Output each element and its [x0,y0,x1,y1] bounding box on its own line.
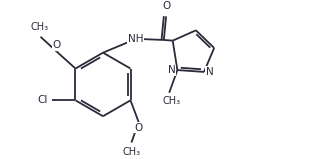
Text: N: N [168,65,176,75]
Text: N: N [206,67,214,77]
Text: CH₃: CH₃ [122,147,141,157]
Text: NH: NH [128,34,144,44]
Text: O: O [162,1,170,11]
Text: O: O [52,40,61,50]
Text: O: O [134,123,143,133]
Text: Cl: Cl [38,95,48,105]
Text: CH₃: CH₃ [30,22,49,32]
Text: CH₃: CH₃ [163,96,181,106]
